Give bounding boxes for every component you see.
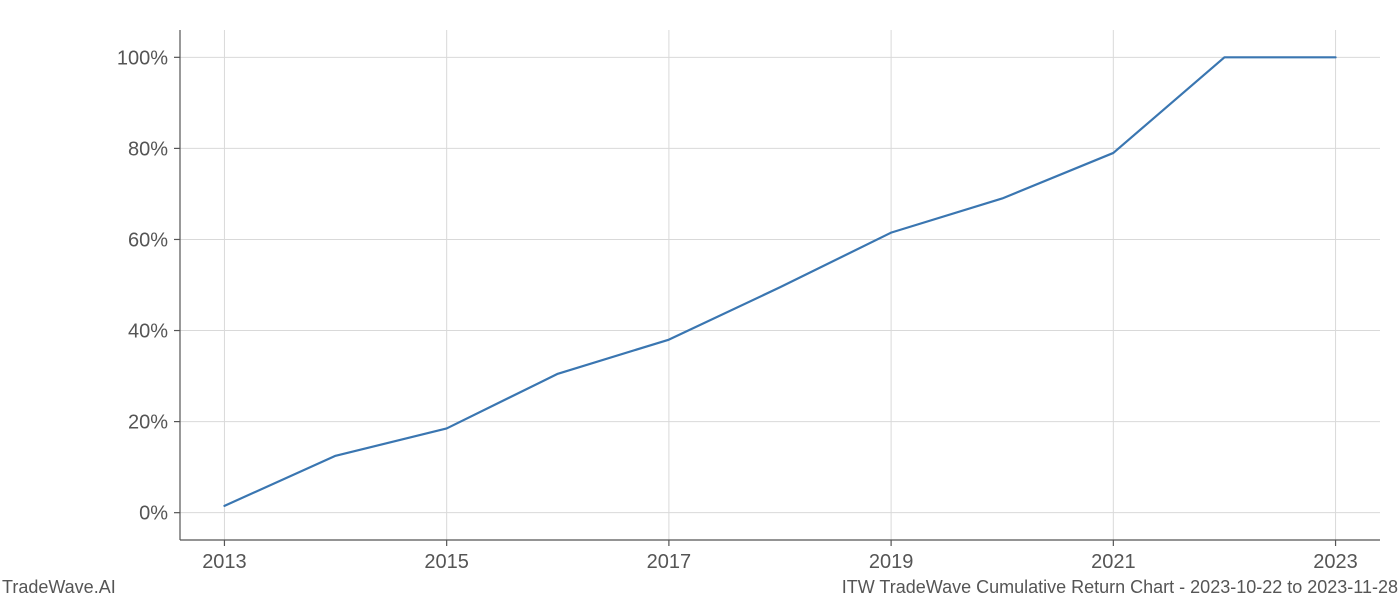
x-tick-label: 2019 (869, 551, 914, 573)
y-tick-label: 20% (128, 412, 168, 434)
y-tick-label: 40% (128, 321, 168, 343)
chart-container: 2013 2015 2017 2019 2021 2023 0% 20% 40% 60% 80% 10… (0, 0, 1400, 600)
x-tick-label: 2021 (1091, 551, 1136, 573)
footer-left-label: TradeWave.AI (0, 577, 116, 598)
x-tick-label: 2017 (647, 551, 692, 573)
tick-labels-group: 2013 2015 2017 2019 2021 2023 0% 20% 40% 60% 80% 10… (117, 47, 1358, 573)
x-tick-label: 2013 (202, 551, 247, 573)
y-tick-label: 0% (139, 503, 168, 525)
footer-right-label: ITW TradeWave Cumulative Return Chart - … (842, 577, 1400, 598)
axes-group (180, 30, 1380, 540)
y-tick-label: 100% (117, 47, 168, 69)
y-tick-label: 80% (128, 138, 168, 160)
x-tick-label: 2015 (424, 551, 469, 573)
y-tick-label: 60% (128, 229, 168, 251)
line-series-group (224, 57, 1335, 506)
grid-group (180, 30, 1380, 540)
chart-footer: TradeWave.AI ITW TradeWave Cumulative Re… (0, 572, 1400, 600)
ticks-group (174, 57, 1336, 546)
line-chart-svg: 2013 2015 2017 2019 2021 2023 0% 20% 40% 60% 80% 10… (0, 0, 1400, 600)
x-tick-label: 2023 (1313, 551, 1358, 573)
